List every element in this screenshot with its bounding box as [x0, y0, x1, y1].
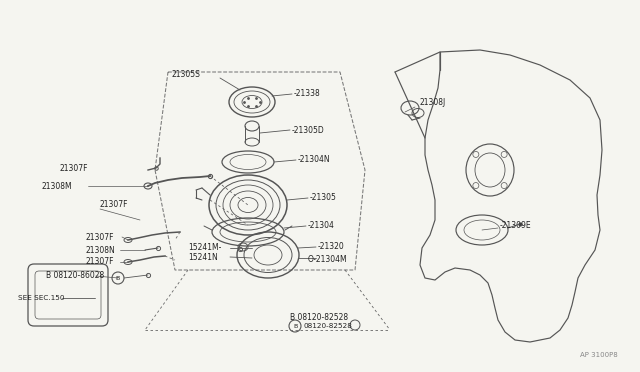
Text: 21307F: 21307F	[85, 257, 113, 266]
Text: 15241M-: 15241M-	[188, 243, 221, 251]
Text: -21304N: -21304N	[298, 154, 331, 164]
Text: B 08120-86028: B 08120-86028	[46, 270, 104, 279]
Text: AP 3100P8: AP 3100P8	[580, 352, 618, 358]
Text: 08120-82528: 08120-82528	[303, 323, 352, 329]
Text: 21305S: 21305S	[172, 70, 201, 78]
Text: 21307F: 21307F	[100, 199, 129, 208]
Text: 21308N: 21308N	[85, 246, 115, 254]
Text: 21308M: 21308M	[42, 182, 72, 190]
Text: O-21304M: O-21304M	[308, 254, 348, 263]
Text: -21305: -21305	[310, 192, 337, 202]
Text: -21338: -21338	[294, 89, 321, 97]
Text: 21308J: 21308J	[420, 97, 446, 106]
Text: 21307F: 21307F	[60, 164, 88, 173]
Text: -21305D: -21305D	[292, 125, 324, 135]
Text: -21320: -21320	[318, 241, 345, 250]
Text: B 08120-82528: B 08120-82528	[290, 314, 348, 323]
Text: B: B	[116, 276, 120, 280]
Text: B: B	[293, 324, 297, 328]
Text: 15241N: 15241N	[188, 253, 218, 262]
Text: -21304: -21304	[308, 221, 335, 230]
Text: 21307F: 21307F	[85, 232, 113, 241]
Text: -21309E: -21309E	[500, 221, 532, 230]
Text: SEE SEC.150: SEE SEC.150	[18, 295, 65, 301]
